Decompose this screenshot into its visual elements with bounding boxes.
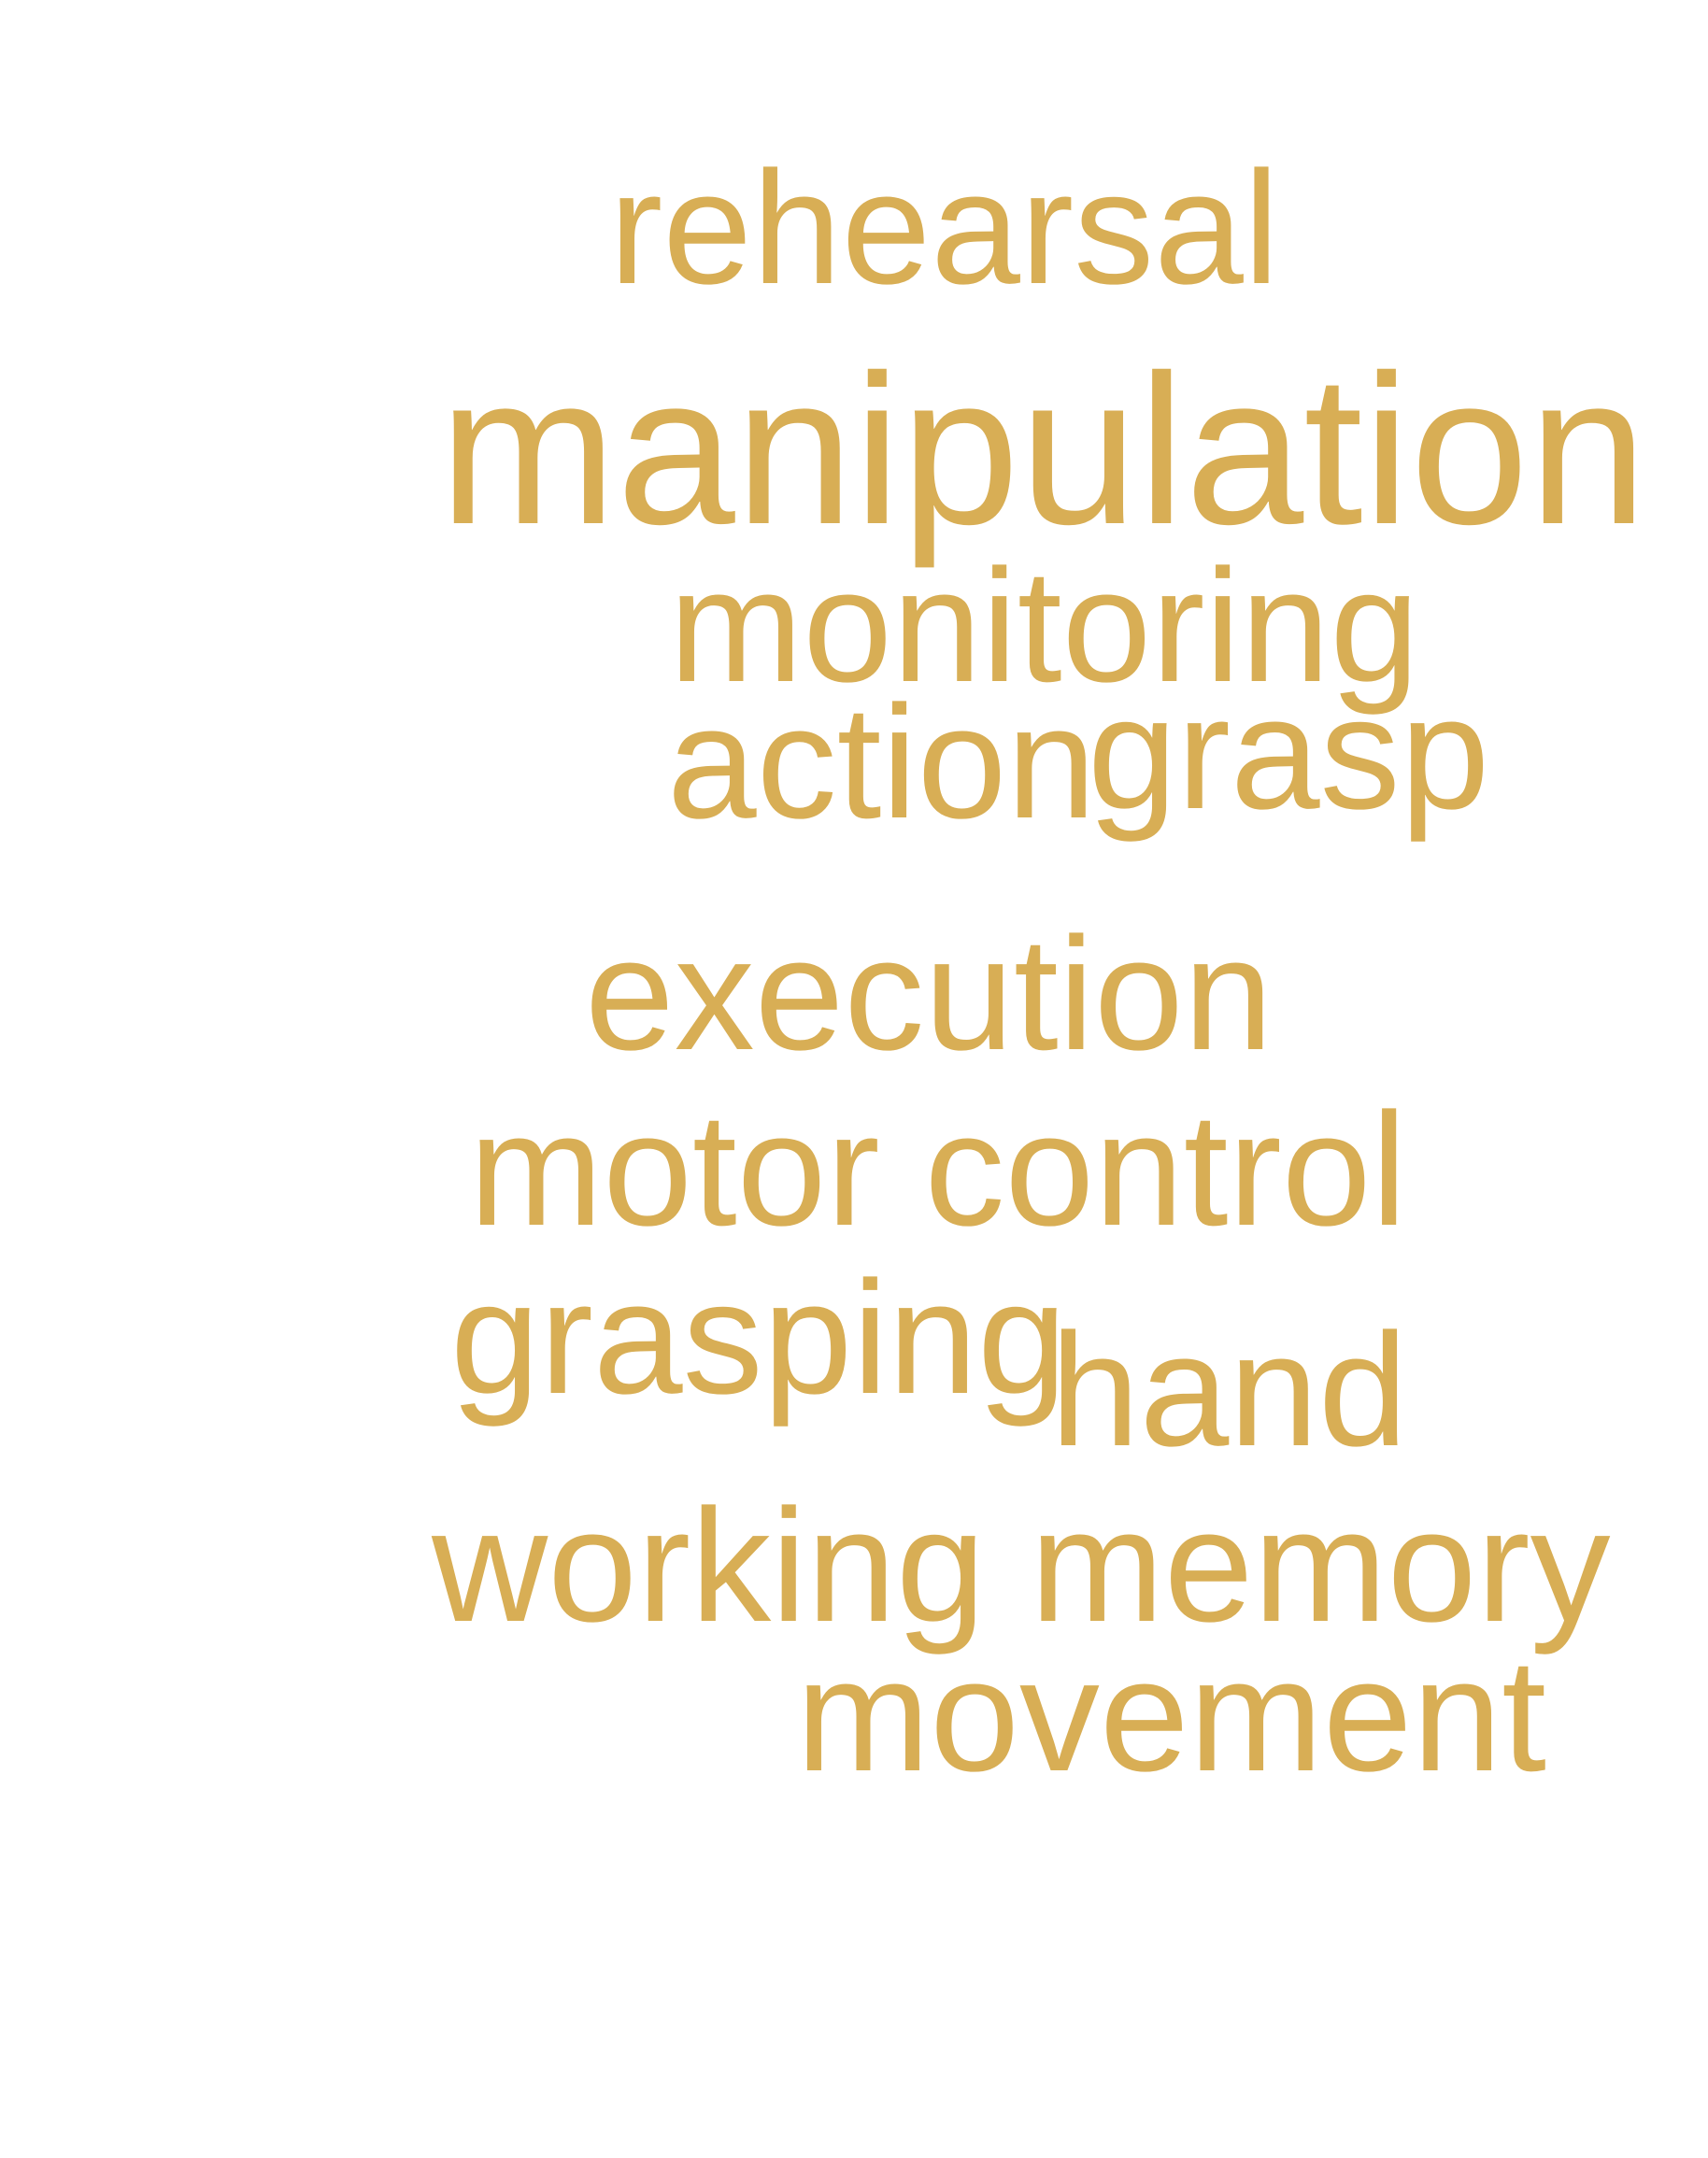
word-movement: movement <box>796 1626 1546 1805</box>
word-execution: execution <box>585 904 1274 1084</box>
word-action: action <box>667 673 1096 852</box>
word-hand: hand <box>1050 1300 1408 1480</box>
word-grasping: grasping <box>450 1248 1067 1427</box>
word-monitoring: monitoring <box>669 536 1420 716</box>
word-working-memory: working memory <box>432 1476 1611 1655</box>
word-manipulation: manipulation <box>439 332 1647 569</box>
word-rehearsal: rehearsal <box>609 138 1280 318</box>
word-motor-control: motor control <box>469 1080 1407 1259</box>
word-grasp: grasp <box>1088 663 1490 843</box>
